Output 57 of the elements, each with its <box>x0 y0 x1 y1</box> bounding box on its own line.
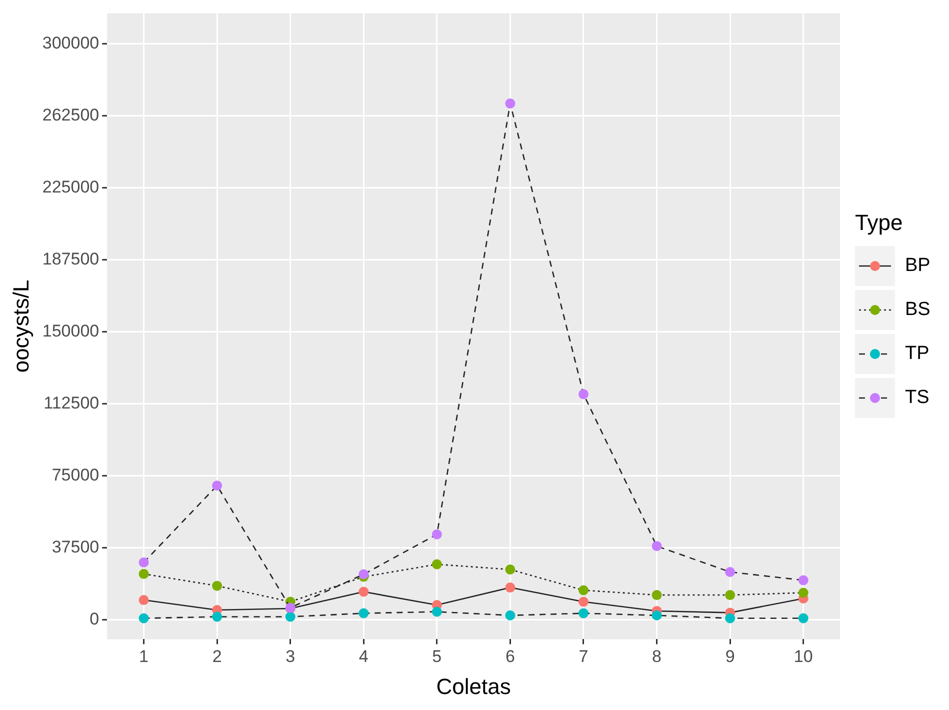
x-tick-label: 10 <box>794 647 813 666</box>
y-tick-label: 225000 <box>42 178 100 197</box>
point <box>358 608 369 618</box>
point <box>432 529 442 540</box>
point <box>432 606 442 617</box>
point <box>578 608 588 618</box>
point <box>138 613 149 624</box>
point <box>358 569 369 580</box>
x-tick-label: 6 <box>505 647 515 666</box>
point <box>138 595 149 606</box>
point <box>798 588 808 598</box>
point <box>725 590 736 600</box>
x-tick-label: 2 <box>212 647 222 666</box>
point <box>578 389 588 400</box>
legend-label: BS <box>905 299 930 321</box>
point <box>578 596 588 607</box>
point <box>798 575 808 586</box>
x-tick-label: 9 <box>725 647 735 666</box>
y-tick-label: 37500 <box>52 538 100 557</box>
point <box>505 564 516 574</box>
legend-title: Type <box>855 210 904 236</box>
point <box>505 610 516 620</box>
point <box>285 612 296 622</box>
point <box>212 580 222 591</box>
y-tick-label: 262500 <box>42 106 100 125</box>
point <box>358 586 369 597</box>
point <box>505 582 516 593</box>
x-tick-label: 4 <box>358 647 368 666</box>
point <box>725 566 736 577</box>
legend-label: BP <box>905 255 930 277</box>
y-tick-label: 187500 <box>42 250 100 269</box>
legend-label: TP <box>905 343 930 365</box>
x-tick-label: 1 <box>139 647 149 666</box>
x-tick-label: 8 <box>652 647 662 666</box>
y-tick-label: 150000 <box>42 322 100 341</box>
legend-label: TS <box>905 387 930 409</box>
x-tick-label: 7 <box>578 647 588 666</box>
point <box>212 612 222 622</box>
point <box>652 541 662 552</box>
point <box>138 557 149 568</box>
y-tick-label: 0 <box>90 610 100 629</box>
x-axis-title: Coletas <box>436 674 511 699</box>
point <box>432 559 442 570</box>
point <box>725 613 736 624</box>
y-tick-label: 75000 <box>52 466 100 485</box>
point <box>798 613 808 624</box>
point <box>212 480 222 491</box>
point <box>652 590 662 600</box>
point <box>138 568 149 579</box>
x-tick-label: 5 <box>432 647 442 666</box>
x-tick-label: 3 <box>286 647 296 666</box>
point <box>578 585 588 596</box>
y-tick-label: 300000 <box>42 34 100 53</box>
point <box>505 98 516 108</box>
y-tick-label: 112500 <box>44 394 100 413</box>
y-axis-title: oocysts/L <box>8 280 34 373</box>
point <box>652 610 662 620</box>
